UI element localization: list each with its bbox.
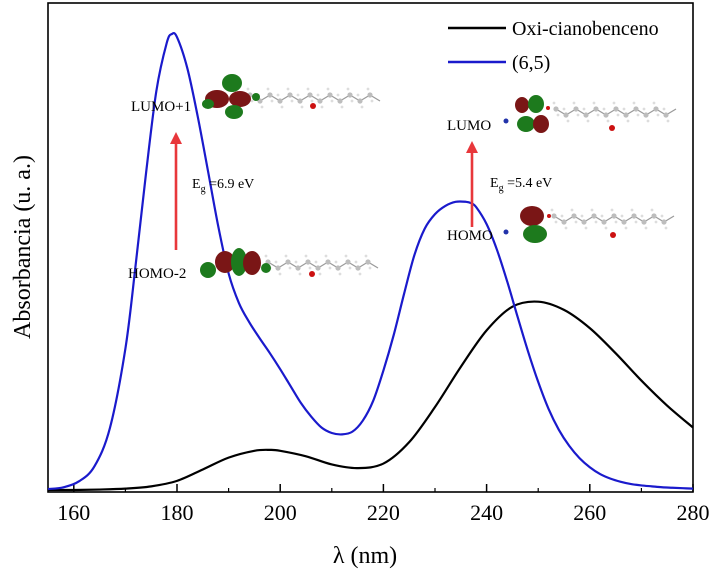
- arrow-left-head: [170, 132, 182, 144]
- legend: Oxi-cianobenceno (6,5): [448, 18, 659, 74]
- annotation-lumo-plus-1: LUMO+1: [131, 99, 191, 115]
- legend-label-oxi-cianobenceno: Oxi-cianobenceno: [512, 18, 659, 40]
- molecule-homo-chain: [550, 208, 675, 230]
- arrow-right-head: [466, 141, 478, 153]
- annotation-eg-left: Eg =6.9 eV: [192, 177, 254, 195]
- x-tick-label-180: 180: [161, 500, 194, 525]
- orbital-lobe: [202, 99, 214, 109]
- orbital-lobe: [517, 116, 535, 132]
- x-axis-ticks: 160 180 200 220 240 260 280: [57, 484, 710, 525]
- molecule-homo-2-chain: [264, 254, 379, 276]
- x-tick-label-160: 160: [57, 500, 90, 525]
- molecule-lumo-plus-1-chain: [246, 87, 381, 109]
- orbital-lobe: [523, 225, 547, 243]
- x-tick-label-280: 280: [677, 500, 710, 525]
- y-axis-title: Absorbancia (u. a.): [10, 155, 36, 339]
- orbital-lobe: [252, 93, 260, 101]
- orbital-lobe: [533, 115, 549, 133]
- x-tick-label-260: 260: [573, 500, 606, 525]
- annotation-lumo: LUMO: [447, 118, 491, 134]
- orbital-lobe: [200, 262, 216, 278]
- orbital-lobe: [261, 263, 271, 273]
- series-line-oxi-cianobenceno: [47, 300, 694, 492]
- annotation-eg-right: Eg =5.4 eV: [490, 176, 552, 194]
- orbital-lobe: [225, 105, 243, 119]
- x-tick-label-220: 220: [367, 500, 400, 525]
- molecule-orbitals: [200, 74, 677, 278]
- annotation-homo-2: HOMO-2: [128, 266, 186, 282]
- x-axis-title: λ (nm): [333, 543, 397, 569]
- x-tick-label-240: 240: [470, 500, 503, 525]
- orbital-lobe: [515, 97, 529, 113]
- molecule-lumo-chain: [552, 101, 677, 123]
- orbital-lobe: [222, 74, 242, 92]
- series-layer: [47, 31, 694, 492]
- plot-frame: [47, 2, 694, 493]
- orbital-lobe: [243, 251, 261, 275]
- series-line-6-5: [47, 31, 694, 491]
- orbital-lobe: [215, 251, 235, 273]
- orbital-lobe: [229, 91, 251, 107]
- x-tick-label-200: 200: [264, 500, 297, 525]
- transition-arrows: [170, 132, 478, 250]
- legend-label-6-5: (6,5): [512, 52, 550, 74]
- annotation-homo: HOMO: [447, 228, 493, 244]
- orbital-lobe: [520, 206, 544, 226]
- orbital-lobe: [528, 95, 544, 113]
- orbital-lobe: [231, 248, 247, 276]
